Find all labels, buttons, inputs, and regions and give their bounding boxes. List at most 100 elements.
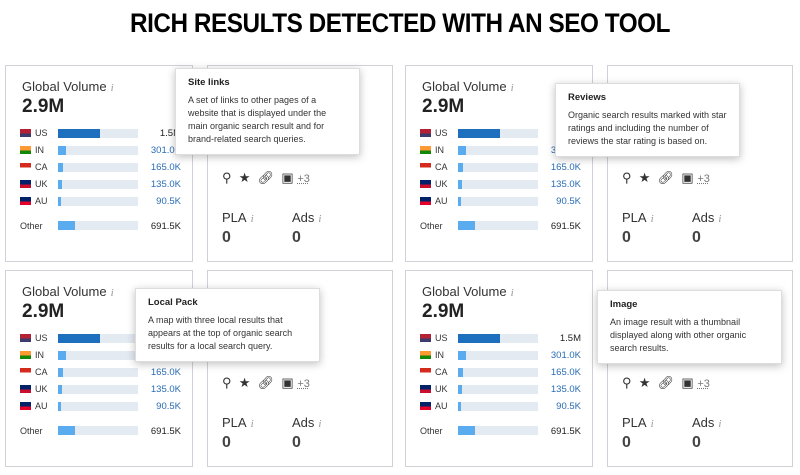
bar-track xyxy=(458,402,538,411)
bar-track xyxy=(58,163,138,172)
bar-track xyxy=(58,180,138,189)
country-code: UK xyxy=(435,384,448,394)
flag xyxy=(420,385,431,393)
country-volume: 301.0K xyxy=(550,350,581,361)
panel: Global Volumei2.9MUS1.5MIN301.0KCA165.0K… xyxy=(5,270,395,468)
bar-fill xyxy=(458,180,462,189)
panel: Global Volumei2.9MUS1.5MIN301.0KCA165.0K… xyxy=(405,65,795,263)
info-icon[interactable]: i xyxy=(718,418,722,430)
flag xyxy=(420,351,431,359)
flag xyxy=(420,180,431,188)
bar-fill xyxy=(58,426,75,435)
country-volume: 90.5K xyxy=(156,401,181,412)
bar-fill xyxy=(58,351,66,360)
other-label: Other xyxy=(20,426,43,436)
bar-fill xyxy=(58,129,100,138)
other-volume: 691.5K xyxy=(550,221,581,232)
bar-track xyxy=(458,221,538,230)
flag xyxy=(20,129,31,137)
country-volume: 90.5K xyxy=(156,196,181,207)
flag xyxy=(20,385,31,393)
more-features[interactable]: +3 xyxy=(297,378,310,390)
info-icon[interactable]: i xyxy=(318,213,322,225)
info-icon[interactable]: i xyxy=(250,213,254,225)
country-volume: 90.5K xyxy=(556,196,581,207)
flag xyxy=(20,334,31,342)
info-icon[interactable]: i xyxy=(718,213,722,225)
bar-fill xyxy=(458,197,461,206)
other-label: Other xyxy=(420,426,443,436)
country-code: AU xyxy=(435,401,448,411)
bar-fill xyxy=(458,129,500,138)
bar-fill xyxy=(458,351,466,360)
country-code: CA xyxy=(35,162,48,172)
flag xyxy=(420,334,431,342)
info-icon[interactable]: i xyxy=(510,287,514,299)
ads-header: Ads i xyxy=(692,210,721,225)
volume-value: 2.9M xyxy=(422,96,465,117)
country-code: AU xyxy=(35,401,48,411)
other-label: Other xyxy=(420,221,443,231)
volume-value: 2.9M xyxy=(22,96,65,117)
ads-header: Ads i xyxy=(692,415,721,430)
bar-fill xyxy=(58,197,61,206)
bar-fill xyxy=(458,334,500,343)
flag xyxy=(420,197,431,205)
country-code: US xyxy=(435,333,448,343)
pla-label: PLA xyxy=(222,210,247,225)
info-icon[interactable]: i xyxy=(250,418,254,430)
bar-fill xyxy=(458,221,475,230)
flag xyxy=(420,402,431,410)
bar-fill xyxy=(58,334,100,343)
ads-label: Ads xyxy=(292,415,315,430)
volume-header: Global Volume i xyxy=(422,284,514,299)
ads-value: 0 xyxy=(292,434,301,451)
country-volume: 165.0K xyxy=(550,367,581,378)
icon-link: 🔗︎ xyxy=(257,375,275,390)
volume-card: Global Volumei2.9MUS1.5MIN301.0KCA165.0K… xyxy=(5,270,193,467)
ads-value: 0 xyxy=(692,434,701,451)
bar-fill xyxy=(58,163,63,172)
ads-header: Ads i xyxy=(292,210,321,225)
info-icon[interactable]: i xyxy=(318,418,322,430)
bar-fill xyxy=(58,385,62,394)
flag xyxy=(20,146,31,154)
country-volume: 135.0K xyxy=(550,179,581,190)
pla-value: 0 xyxy=(622,434,631,451)
pla-label: PLA xyxy=(622,415,647,430)
icon-image: ▣ xyxy=(681,375,694,390)
bar-track xyxy=(458,163,538,172)
volume-label: Global Volume xyxy=(422,79,507,94)
info-icon[interactable]: i xyxy=(110,82,114,94)
info-icon[interactable]: i xyxy=(650,213,654,225)
info-icon[interactable]: i xyxy=(510,82,514,94)
country-volume: 135.0K xyxy=(550,384,581,395)
flag xyxy=(20,368,31,376)
pla-label: PLA xyxy=(622,210,647,225)
pla-header: PLA i xyxy=(222,210,254,225)
icon-star: ★ xyxy=(238,170,251,185)
info-icon[interactable]: i xyxy=(650,418,654,430)
tooltip: Image An image result with a thumbnail di… xyxy=(597,290,782,364)
icon-map-pin: ⚲ xyxy=(622,170,632,185)
ads-header: Ads i xyxy=(292,415,321,430)
more-features[interactable]: +3 xyxy=(697,378,710,390)
volume-value: 2.9M xyxy=(22,301,65,322)
ads-value: 0 xyxy=(292,229,301,246)
pla-value: 0 xyxy=(622,229,631,246)
country-volume: 165.0K xyxy=(550,162,581,173)
icon-star: ★ xyxy=(638,375,651,390)
volume-card: Global Volumei2.9MUS1.5MIN301.0KCA165.0K… xyxy=(405,65,593,262)
tooltip: Reviews Organic search results marked wit… xyxy=(555,83,740,157)
bar-fill xyxy=(58,221,75,230)
flag xyxy=(420,368,431,376)
country-volume: 1.5M xyxy=(559,333,581,344)
info-icon[interactable]: i xyxy=(110,287,114,299)
country-code: UK xyxy=(435,179,448,189)
bar-fill xyxy=(458,402,461,411)
more-features[interactable]: +3 xyxy=(297,173,310,185)
more-features[interactable]: +3 xyxy=(697,173,710,185)
bar-track xyxy=(458,197,538,206)
